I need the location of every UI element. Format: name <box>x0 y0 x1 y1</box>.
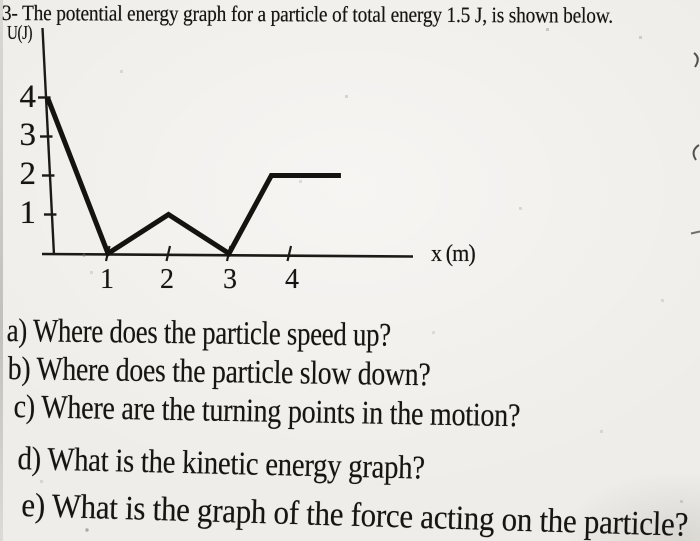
x-tick-mark <box>104 245 111 262</box>
x-tick-label-1: 1 <box>100 264 114 295</box>
problem-statement: 3- The potential energy graph for a part… <box>1 0 614 28</box>
scan-artifact <box>690 230 700 235</box>
x-tick-mark <box>286 245 293 262</box>
y-tick-label-4: 4 <box>19 79 37 115</box>
potential-energy-curve <box>45 96 341 258</box>
x-axis-label: x (m) <box>431 241 476 267</box>
x-tick-label-3: 3 <box>223 264 237 295</box>
x-tick-label-4: 4 <box>285 264 299 295</box>
scan-artifact <box>692 144 700 161</box>
y-axis-label: U(J) <box>7 22 33 44</box>
y-tick-label-1: 1 <box>19 195 37 231</box>
scan-speck <box>85 528 89 532</box>
x-tick-mark <box>165 245 172 262</box>
y-axis-line <box>41 27 56 256</box>
paper-noise-speckles <box>0 0 1 1</box>
scan-speck <box>82 253 86 257</box>
x-tick-mark <box>225 245 232 262</box>
scan-artifact <box>693 52 699 68</box>
question-d: d) What is the kinetic energy graph? <box>17 441 426 487</box>
question-a: a) Where does the particle speed up? <box>6 313 392 354</box>
question-b: b) Where does the particle slow down? <box>7 351 431 394</box>
question-e: e) What is the graph of the force acting… <box>20 486 689 541</box>
scan-left-edge-shadow <box>0 0 3 541</box>
y-tick-label-2: 2 <box>19 156 37 192</box>
question-c: c) Where are the turning points in the m… <box>13 389 521 435</box>
y-tick-label-3: 3 <box>19 117 37 153</box>
x-axis-line <box>41 252 414 258</box>
x-tick-label-2: 2 <box>160 264 174 295</box>
